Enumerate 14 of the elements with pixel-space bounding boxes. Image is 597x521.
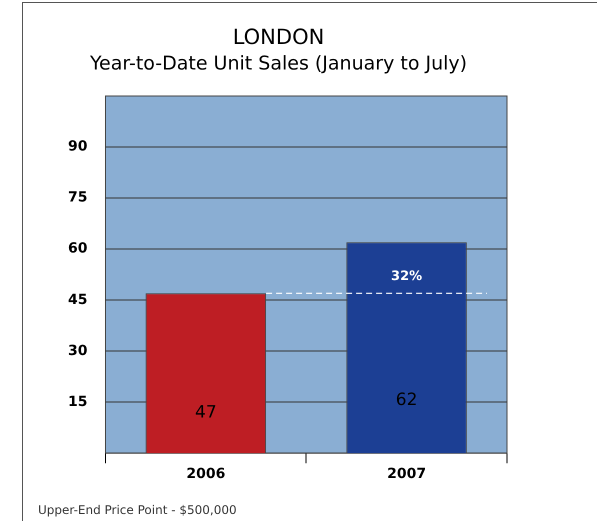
data-label: 47 bbox=[195, 402, 217, 423]
chart-title: LONDON bbox=[232, 25, 324, 50]
chart-subtitle: Year-to-Date Unit Sales (January to July) bbox=[88, 52, 468, 75]
y-tick-label: 90 bbox=[68, 138, 88, 155]
y-tick-label: 15 bbox=[68, 394, 88, 410]
y-tick-label: 75 bbox=[68, 190, 88, 206]
annotation: 32% bbox=[391, 269, 422, 284]
x-tick-label: 2006 bbox=[186, 466, 226, 482]
data-label: 62 bbox=[396, 390, 418, 410]
y-tick-label: 30 bbox=[68, 342, 88, 359]
x-tick-label: 2007 bbox=[387, 466, 426, 482]
y-tick-label: 60 bbox=[68, 240, 88, 257]
text: Upper-End Price Point - $500,000 bbox=[38, 503, 237, 517]
y-tick-label: 45 bbox=[68, 292, 88, 308]
